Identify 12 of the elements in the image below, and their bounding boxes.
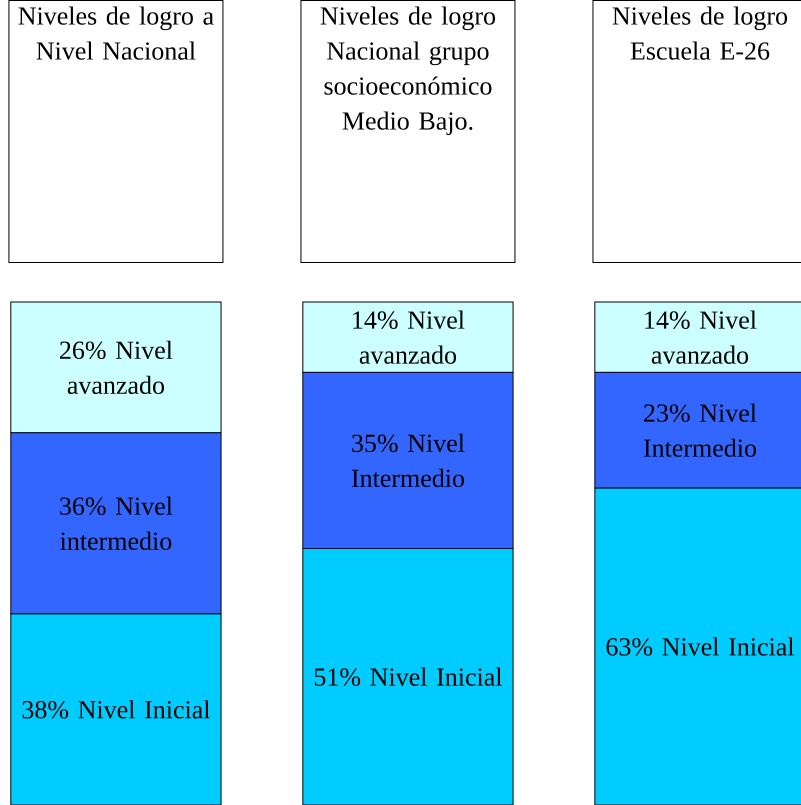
data-label: 23% Nivel Intermedio bbox=[644, 404, 756, 457]
x-tick-label: Niveles de logro Nacional grupo socioeconómico Medio Bajo. bbox=[320, 6, 496, 136]
data-label: 14% Nivel avanzado bbox=[353, 310, 464, 364]
x-tick-label: Niveles de logro Escuela E-26 bbox=[612, 6, 788, 60]
data-label: 51% Nivel Inicial bbox=[314, 668, 502, 686]
data-label: 36% Nivel intermedio bbox=[60, 496, 172, 550]
data-label: 35% Nivel Intermedio bbox=[352, 434, 464, 488]
data-label: 38% Nivel Inicial bbox=[22, 700, 210, 719]
data-label: 26% Nivel avanzado bbox=[60, 340, 172, 394]
x-tick-label: Niveles de logro a Nivel Nacional bbox=[18, 6, 214, 60]
data-label: 63% Nivel Inicial bbox=[606, 637, 794, 656]
data-label: 14% Nivel avanzado bbox=[645, 310, 756, 364]
